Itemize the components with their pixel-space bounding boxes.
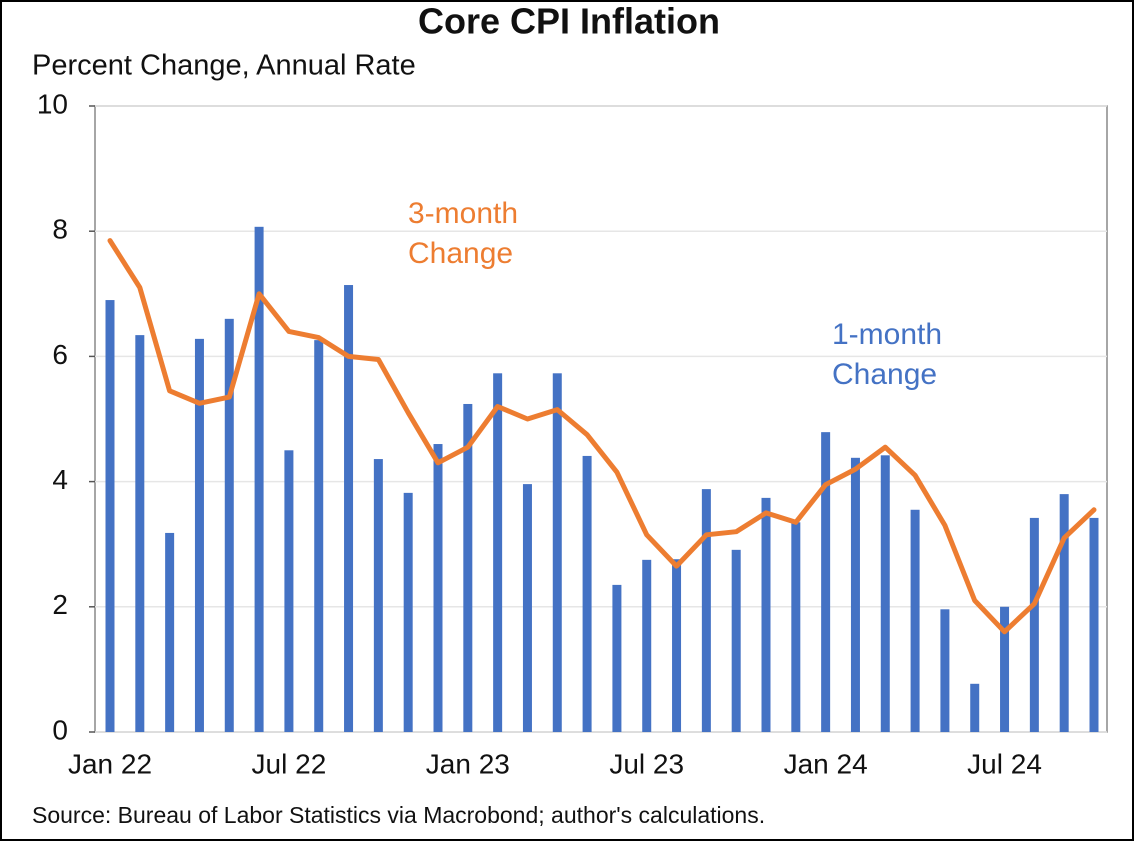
bar (701, 489, 711, 732)
y-tick-label: 0 (52, 714, 68, 745)
bar (194, 338, 204, 732)
bar (821, 432, 831, 732)
x-tick-label: Jul 24 (967, 748, 1042, 779)
bar (433, 444, 443, 732)
bar (910, 509, 920, 732)
bar (135, 335, 145, 732)
y-tick-label: 8 (52, 214, 68, 245)
x-tick-label: Jan 24 (784, 748, 868, 779)
line-annotation: 3-month Change (408, 197, 519, 270)
bar (522, 484, 532, 732)
bar (224, 318, 234, 732)
bar (642, 559, 652, 732)
bar (165, 532, 175, 732)
bar (284, 450, 294, 732)
bar (761, 497, 771, 732)
bar (463, 403, 473, 732)
bar (791, 522, 801, 732)
bar (493, 373, 503, 732)
bar (105, 300, 115, 732)
chart-title: Core CPI Inflation (418, 2, 720, 42)
x-tick-label: Jan 23 (426, 748, 510, 779)
x-tick-label: Jan 22 (68, 748, 152, 779)
bar (373, 459, 383, 732)
y-tick-label: 4 (52, 464, 68, 495)
bar (612, 584, 622, 732)
bar (940, 609, 950, 732)
chart-subtitle: Percent Change, Annual Rate (32, 50, 416, 82)
bar (254, 226, 264, 732)
bar (314, 340, 324, 732)
y-tick-label: 6 (52, 339, 68, 370)
bar (403, 492, 413, 732)
bar (1000, 606, 1010, 732)
bar (1089, 517, 1099, 732)
bar (552, 373, 562, 732)
bar (850, 457, 860, 732)
x-tick-label: Jul 22 (252, 748, 327, 779)
y-tick-label: 10 (37, 88, 68, 119)
bar (1029, 517, 1039, 732)
x-tick-label: Jul 23 (609, 748, 684, 779)
plot-frame (94, 105, 1108, 733)
y-tick-label: 2 (52, 589, 68, 620)
bar (582, 455, 592, 732)
bar (731, 549, 741, 732)
source-note: Source: Bureau of Labor Statistics via M… (32, 802, 765, 828)
bar-annotation: 1-month Change (832, 318, 943, 391)
bar (970, 683, 980, 732)
bar (344, 285, 354, 732)
bar (1059, 494, 1069, 732)
bar (880, 455, 890, 732)
line (107, 238, 1097, 635)
bar (672, 559, 682, 732)
